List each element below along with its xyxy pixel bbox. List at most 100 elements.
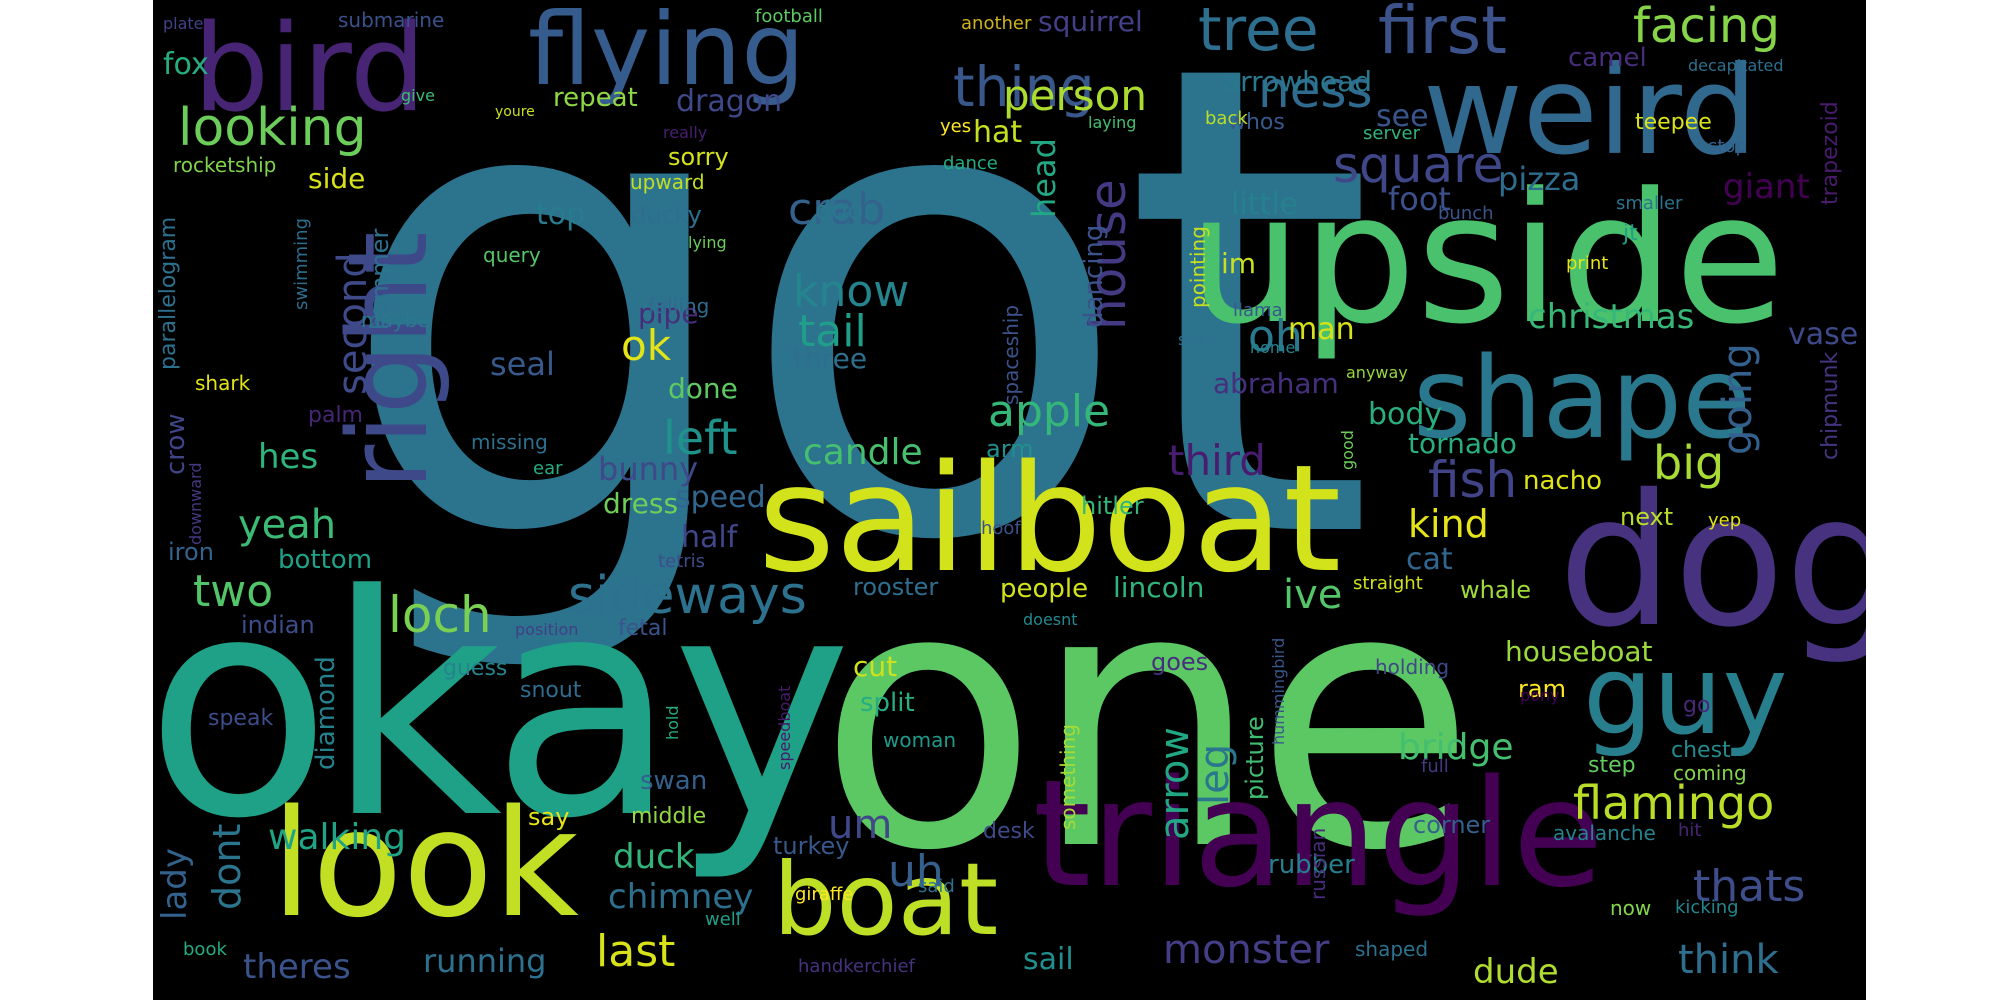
word-apple: apple — [988, 386, 1111, 437]
word-pointing: pointing — [1186, 226, 1210, 308]
word-leg: leg — [1192, 743, 1238, 805]
word-spaceship: spaceship — [999, 304, 1023, 405]
word-done: done — [668, 372, 738, 405]
word-bottom: bottom — [278, 545, 373, 575]
word-vase: vase — [1788, 317, 1859, 352]
word-think: think — [1678, 937, 1779, 983]
word-bird: bird — [193, 0, 426, 139]
word-turkey: turkey — [773, 832, 850, 860]
word-third: third — [1168, 436, 1266, 485]
word-know: know — [793, 266, 910, 317]
word-ear: ear — [533, 458, 563, 479]
word-squirrel: squirrel — [1038, 5, 1143, 38]
word-sideways: sideways — [568, 566, 807, 626]
word-hit: hit — [1678, 820, 1702, 841]
word-sea: sea — [1178, 330, 1206, 349]
word-youre: youre — [495, 104, 535, 120]
word-downward: downward — [186, 462, 205, 545]
word-first: first — [1378, 0, 1507, 69]
word-fetal: fetal — [618, 616, 668, 641]
word-dragon: dragon — [676, 84, 783, 119]
word-candle: candle — [803, 432, 923, 473]
word-sorry: sorry — [668, 143, 729, 171]
word-camel: camel — [1568, 43, 1647, 73]
word-christmas: christmas — [1528, 297, 1695, 337]
word-bunny: bunny — [598, 450, 699, 488]
word-giant: giant — [1723, 167, 1810, 207]
word-swan: swan — [640, 766, 708, 796]
word-seal: seal — [490, 345, 555, 383]
word-middle: middle — [631, 804, 707, 829]
word-query: query — [483, 243, 541, 267]
word-book: book — [183, 939, 227, 960]
word-pizza: pizza — [1498, 160, 1581, 198]
word-flying: flying — [528, 0, 805, 108]
word-said: said — [918, 876, 955, 897]
word-rocketship: rocketship — [173, 153, 277, 177]
word-iron: iron — [168, 538, 214, 566]
word-loch: loch — [388, 586, 492, 644]
word-little: little — [1231, 187, 1298, 222]
word-snout: snout — [520, 678, 582, 703]
word-go: go — [1683, 693, 1711, 718]
word-full: full — [1421, 756, 1449, 777]
word-hold: hold — [663, 705, 682, 740]
word-looking: looking — [178, 98, 367, 158]
word-maybe: maybe — [361, 308, 430, 332]
word-tornado: tornado — [1408, 427, 1517, 460]
word-half: half — [681, 520, 738, 555]
word-kicking: kicking — [1675, 897, 1739, 918]
word-tree: tree — [1198, 0, 1319, 65]
word-back: back — [1205, 108, 1248, 129]
word-arrowhead: arrowhead — [1223, 65, 1373, 98]
word-corner: corner — [1413, 811, 1491, 839]
word-hitler: hitler — [1081, 492, 1144, 520]
word-repeat: repeat — [553, 83, 638, 113]
word-fox: fox — [163, 47, 209, 82]
word-plate: plate — [163, 14, 204, 33]
word-chimney: chimney — [608, 877, 754, 917]
word-tetris: tetris — [658, 551, 705, 572]
word-lady: lady — [155, 848, 195, 920]
word-yes: yes — [940, 116, 972, 137]
word-jt: jt — [1623, 221, 1638, 246]
word-monster: monster — [1163, 927, 1330, 973]
word-pipe: pipe — [638, 297, 699, 330]
word-pony: pony — [1520, 686, 1560, 705]
word-holding: holding — [1375, 655, 1450, 679]
word-shaped: shaped — [1355, 937, 1429, 961]
word-good: good — [1338, 430, 1357, 470]
word-ive: ive — [1283, 572, 1343, 618]
word-lincoln: lincoln — [1113, 571, 1205, 604]
word-well: well — [705, 909, 741, 930]
word-body: body — [1368, 397, 1443, 432]
word-foot: foot — [1388, 180, 1451, 218]
word-hoof: hoof — [981, 518, 1021, 539]
word-whos: whos — [1228, 110, 1285, 135]
word-tail: tail — [798, 306, 867, 357]
word-print: print — [1566, 253, 1609, 274]
word-three: three — [793, 342, 868, 375]
word-triangle: triangle — [1033, 748, 1604, 920]
word-ram: ram — [1518, 675, 1566, 703]
word-speed: speed — [675, 480, 766, 515]
word-cloud-canvas: got one okay upside sailboat triangle do… — [153, 0, 1866, 1000]
word-walking: walking — [268, 817, 407, 858]
word-shape: shape — [1413, 334, 1751, 464]
word-um: um — [828, 802, 893, 848]
word-lying: lying — [688, 233, 727, 252]
word-server: server — [1363, 123, 1420, 144]
word-dress: dress — [603, 487, 679, 520]
word-duck: duck — [613, 837, 695, 877]
word-really: really — [663, 123, 708, 142]
word-people: people — [1000, 574, 1089, 604]
word-anyway: anyway — [1346, 363, 1408, 382]
word-speak: speak — [208, 706, 274, 731]
word-weird: weird — [1423, 40, 1758, 182]
word-hes: hes — [258, 437, 319, 477]
word-man: man — [1288, 312, 1355, 347]
word-left: left — [663, 411, 738, 465]
word-flamingo: flamingo — [1573, 776, 1775, 830]
word-handkerchief: handkerchief — [798, 956, 915, 977]
word-okay: okay — [153, 530, 852, 885]
